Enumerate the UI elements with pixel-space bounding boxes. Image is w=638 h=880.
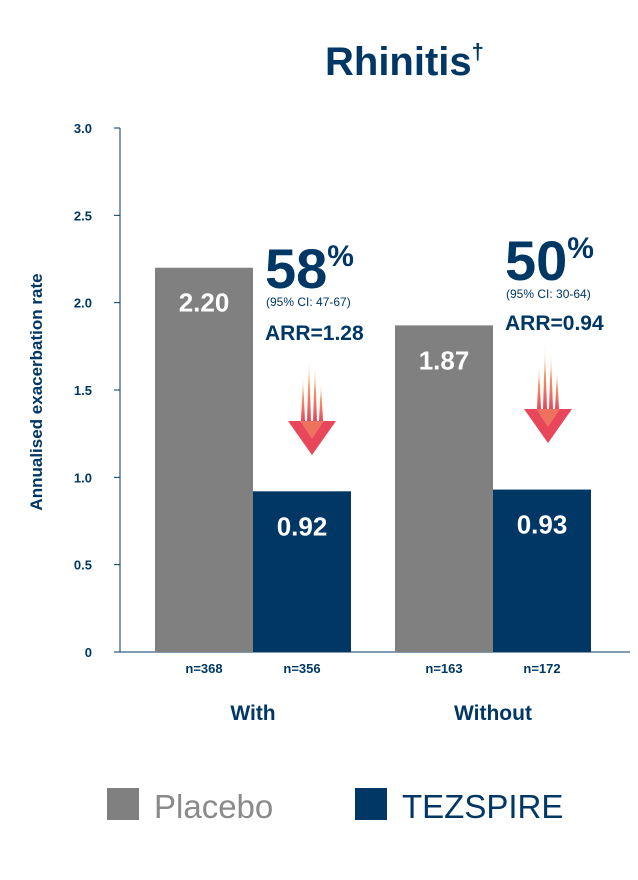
down-arrow-icon bbox=[288, 358, 336, 455]
ci-label: (95% CI: 47-67) bbox=[266, 295, 351, 309]
bar-tezspire-without bbox=[493, 489, 591, 652]
bar-value-label: 2.20 bbox=[179, 288, 230, 318]
chart-title-mark: † bbox=[472, 39, 484, 64]
n-label: n=172 bbox=[523, 661, 560, 676]
chart-title: Rhinitis† bbox=[325, 39, 484, 84]
legend-swatch-tezspire bbox=[355, 788, 387, 820]
bar-placebo-with bbox=[155, 267, 253, 652]
n-label: n=368 bbox=[185, 661, 222, 676]
category-label: With bbox=[230, 702, 275, 725]
y-tick-label: 2.5 bbox=[74, 208, 92, 223]
legend-label-placebo: Placebo bbox=[154, 788, 273, 825]
y-tick-label: 1.5 bbox=[74, 383, 92, 398]
y-tick-label: 3.0 bbox=[74, 121, 92, 136]
legend-label-tezspire: TEZSPIRE bbox=[402, 788, 563, 825]
reduction-percent: 50% bbox=[505, 229, 594, 292]
bar-value-label: 0.92 bbox=[277, 511, 328, 541]
reduction-value: 50 bbox=[505, 229, 567, 292]
reduction-percent: 58% bbox=[265, 237, 354, 300]
bar-tezspire-with bbox=[253, 491, 351, 652]
bar-placebo-without bbox=[395, 325, 493, 652]
y-tick-label: 0 bbox=[85, 645, 92, 660]
down-arrow-icon bbox=[524, 346, 572, 443]
y-tick-label: 2.0 bbox=[74, 296, 92, 311]
arr-label: ARR=0.94 bbox=[505, 312, 604, 335]
category-label: Without bbox=[454, 702, 532, 725]
bar-value-label: 0.93 bbox=[517, 510, 568, 540]
y-tick-label: 1.0 bbox=[74, 470, 92, 485]
legend: Placebo TEZSPIRE bbox=[107, 788, 563, 825]
y-axis-label: Annualised exacerbation rate bbox=[27, 273, 46, 510]
chart-title-text: Rhinitis bbox=[325, 40, 472, 84]
ci-label: (95% CI: 30-64) bbox=[506, 287, 591, 301]
percent-sign: % bbox=[327, 240, 354, 273]
legend-swatch-placebo bbox=[107, 788, 139, 820]
arr-label: ARR=1.28 bbox=[265, 322, 364, 345]
bars: 2.20 n=368 0.92 n=356 With 1.87 n=163 0.93 n=172… bbox=[155, 267, 591, 725]
bar-value-label: 1.87 bbox=[419, 345, 470, 375]
y-tick-label: 0.5 bbox=[74, 558, 92, 573]
n-label: n=356 bbox=[283, 661, 320, 676]
percent-sign: % bbox=[567, 232, 594, 265]
reduction-value: 58 bbox=[265, 237, 327, 300]
n-label: n=163 bbox=[425, 661, 462, 676]
